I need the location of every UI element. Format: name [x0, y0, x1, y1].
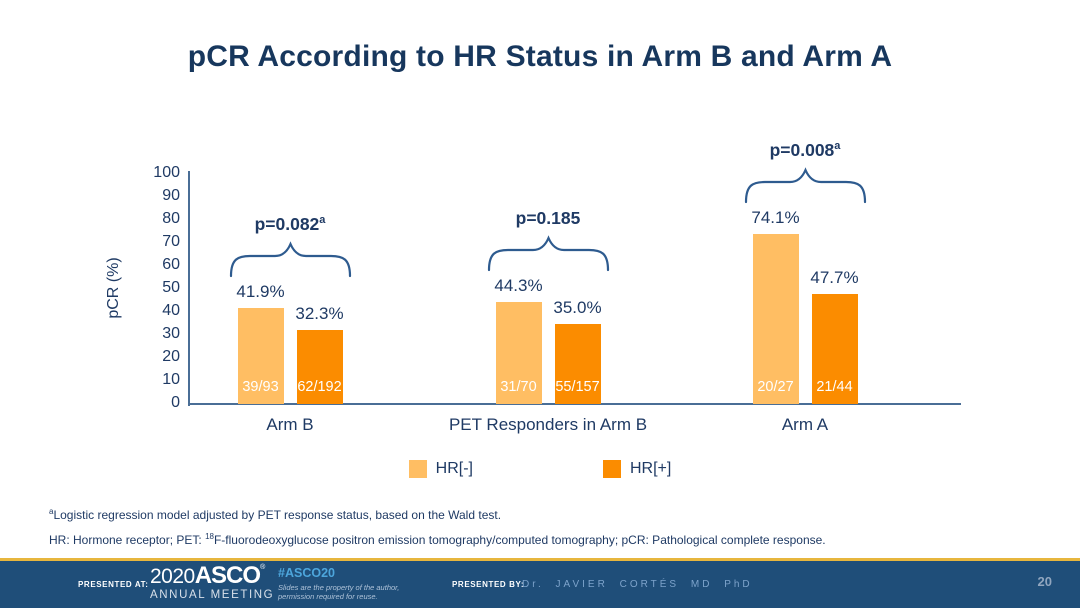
chart-legend: HR[-] HR[+]	[0, 460, 1080, 478]
disclaimer-line1: Slides are the property of the author,	[278, 583, 400, 592]
hashtag-label: #ASCO20	[278, 566, 335, 580]
bar-hr-pos	[296, 329, 343, 404]
y-axis-tick-label: 0	[171, 394, 180, 411]
x-axis-line	[188, 403, 961, 405]
bar-fraction-label: 20/27	[757, 379, 794, 395]
footnote-wald-text: Logistic regression model adjusted by PE…	[53, 508, 502, 522]
footnote-abbrev-part1: HR: Hormone receptor; PET:	[49, 533, 206, 547]
y-axis-tick-label: 100	[153, 164, 180, 181]
p-value-label: p=0.185	[515, 208, 581, 229]
legend-label-hr-pos: HR[+]	[629, 460, 672, 477]
y-axis-tick-label: 60	[162, 256, 180, 273]
hr-pos-swatch-icon	[602, 460, 621, 478]
footnotes: aLogistic regression model adjusted by P…	[49, 505, 1049, 555]
page-number: 20	[1037, 574, 1052, 589]
bar-value-label: 32.3%	[295, 303, 344, 323]
bar-hr-neg	[237, 307, 284, 404]
bar-hr-pos	[811, 294, 858, 404]
asco-logo-name: ASCO	[194, 562, 261, 589]
x-axis-category-label: Arm B	[266, 415, 314, 434]
asco-logo: 2020ASCO® ANNUAL MEETING	[150, 564, 274, 602]
bar-value-label: 47.7%	[810, 268, 859, 288]
y-axis-tick-label: 90	[162, 187, 180, 204]
footnote-wald-test: aLogistic regression model adjusted by P…	[49, 505, 1049, 522]
asco-logo-subtitle: ANNUAL MEETING	[150, 589, 275, 601]
bar-fraction-label: 31/70	[500, 379, 537, 395]
x-axis-category-label: PET Responders in Arm B	[448, 415, 648, 434]
presented-by-label: PRESENTED BY:	[452, 580, 525, 589]
registered-mark-icon: ®	[260, 564, 266, 571]
bar-hr-pos	[554, 323, 601, 404]
y-axis-tick-label: 20	[162, 348, 180, 365]
x-axis-category-label: Arm A	[781, 415, 829, 434]
legend-item-hr-pos: HR[+]	[602, 460, 672, 478]
y-axis-title: pCR (%)	[105, 257, 122, 319]
footnote-superscript-a: a	[49, 507, 54, 516]
asco-logo-year: 2020	[150, 565, 195, 588]
reuse-disclaimer: Slides are the property of the author, pe…	[278, 583, 399, 601]
asco-logo-line1: 2020ASCO®	[150, 564, 274, 588]
presented-at-label: PRESENTED AT:	[78, 580, 149, 589]
brace-icon	[487, 235, 609, 272]
footer-bar: PRESENTED AT: 2020ASCO® ANNUAL MEETING #…	[0, 558, 1080, 608]
y-axis-tick-label: 80	[162, 210, 180, 227]
y-axis-tick-label: 70	[162, 233, 180, 250]
p-value-superscript: a	[319, 213, 326, 226]
bar-fraction-label: 39/93	[242, 379, 279, 395]
hashtag-block: #ASCO20 Slides are the property of the a…	[278, 566, 399, 601]
bar-value-label: 35.0%	[553, 297, 602, 317]
p-value-superscript: a	[834, 139, 841, 152]
hr-neg-swatch-icon	[408, 460, 427, 478]
brace-icon	[744, 166, 866, 203]
p-value-label: p=0.082a	[254, 213, 326, 234]
y-axis-tick-label: 50	[162, 279, 180, 296]
presenter-name: Dr. JAVIER CORTÉS MD PhD	[522, 579, 753, 590]
bar-value-label: 41.9%	[236, 281, 285, 301]
brace-icon	[229, 240, 351, 277]
bar-value-label: 44.3%	[494, 276, 543, 296]
slide-title: pCR According to HR Status in Arm B and …	[187, 40, 893, 73]
legend-item-hr-neg: HR[-]	[408, 460, 473, 478]
bar-hr-neg	[752, 233, 799, 404]
footnote-superscript-18: 18	[205, 532, 214, 541]
p-value-label: p=0.008a	[769, 139, 841, 160]
y-axis-tick-label: 30	[162, 325, 180, 342]
disclaimer-line2: permission required for reuse.	[278, 592, 378, 601]
legend-label-hr-neg: HR[-]	[435, 460, 473, 477]
y-axis-tick-label: 10	[162, 371, 180, 388]
bar-fraction-label: 55/157	[555, 379, 600, 395]
bar-fraction-label: 21/44	[816, 379, 853, 395]
bar-value-label: 74.1%	[751, 207, 800, 227]
bar-fraction-label: 62/192	[297, 379, 342, 395]
footnote-abbreviations: HR: Hormone receptor; PET: 18F-fluorodeo…	[49, 530, 1049, 547]
bar-hr-neg	[495, 302, 542, 404]
footnote-abbrev-part2: F-fluorodeoxyglucose positron emission t…	[213, 533, 826, 547]
y-axis-tick-label: 40	[162, 302, 180, 319]
y-axis-line	[188, 171, 190, 406]
